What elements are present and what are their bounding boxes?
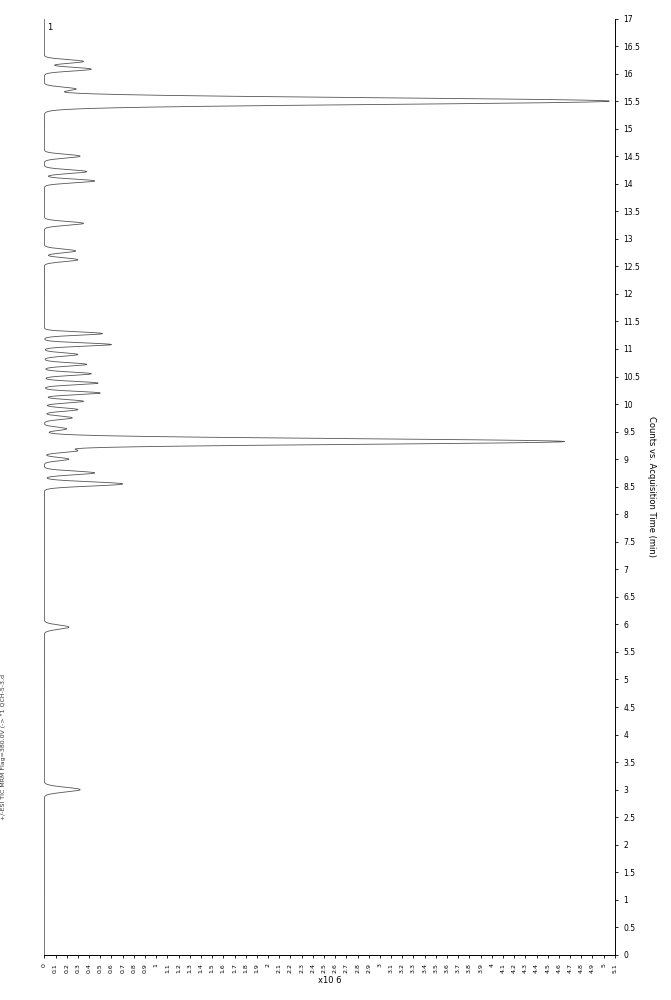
- Text: 1: 1: [47, 23, 52, 32]
- Y-axis label: Counts vs. Acquisition Time (min): Counts vs. Acquisition Time (min): [647, 416, 656, 557]
- Text: +/-ESI TIC MRM Flag=380.0V (-> "1 QCH-5-3.d: +/-ESI TIC MRM Flag=380.0V (-> "1 QCH-5-…: [1, 674, 6, 820]
- X-axis label: x10 6: x10 6: [318, 976, 342, 985]
